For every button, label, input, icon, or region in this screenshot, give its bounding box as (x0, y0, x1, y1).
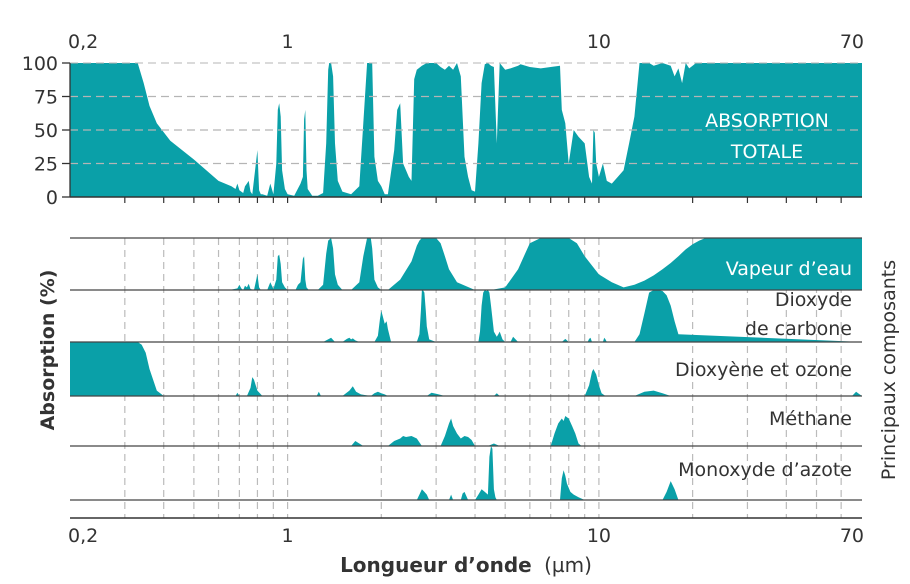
methane-area (70, 416, 862, 446)
top-y-tick-label: 75 (34, 87, 58, 109)
bottom-x-tick-label: 70 (840, 525, 864, 547)
y-axis-title: Absorption (%) (37, 270, 59, 431)
top-x-tick-label: 1 (282, 31, 294, 53)
top-y-tick-label: 50 (34, 120, 58, 142)
bottom-x-tick-label: 0,2 (68, 525, 98, 547)
top-x-axis-tick-labels: 0,2 1 10 70 (68, 31, 864, 53)
top-x-tick-label: 70 (840, 31, 864, 53)
top-x-tick-label: 0,2 (68, 31, 98, 53)
oxygen-ozone-area (70, 342, 862, 396)
x-axis-title-unit: (µm) (544, 553, 592, 577)
carbon-dioxide-area (70, 290, 862, 342)
top-y-tick-label: 25 (34, 154, 58, 176)
nitrous-oxide-label: Monoxyde d’azote (678, 459, 852, 481)
x-axis-title: Longueur d’onde (µm) (340, 553, 592, 577)
water-vapour-area (70, 238, 862, 290)
top-y-tick-label: 0 (46, 187, 58, 209)
oxygen-ozone-label: Dioxyène et ozone (675, 359, 852, 381)
carbon-dioxide-label-line1: Dioxyde (775, 289, 852, 311)
components-panel-gridlines (124, 238, 842, 518)
methane-label: Méthane (769, 408, 852, 430)
components-panel: Vapeur d’eau Dioxyde de carbone Dioxyène… (70, 237, 862, 518)
carbon-dioxide-label-line2: de carbone (745, 318, 852, 340)
bottom-x-tick-label: 1 (282, 525, 294, 547)
x-axis-title-text: Longueur d’onde (340, 553, 532, 577)
y-axis-right-title: Principaux composants (878, 260, 900, 480)
water-vapour-label: Vapeur d’eau (726, 258, 852, 280)
total-absorption-label-line1: ABSORPTION (705, 110, 829, 132)
total-absorption-panel: 0 25 50 75 100 ABSORPTION TOTALE (22, 53, 862, 209)
total-absorption-area (70, 63, 862, 197)
bottom-x-tick-label: 10 (587, 525, 611, 547)
top-y-axis-tick-labels: 0 25 50 75 100 (22, 53, 71, 209)
component-row-separators (70, 237, 862, 501)
top-panel-gridlines-over (70, 62, 862, 165)
total-absorption-label-line2: TOTALE (730, 141, 803, 163)
bottom-x-axis-tick-labels: 0,2 1 10 70 (68, 525, 864, 547)
top-x-tick-label: 10 (587, 31, 611, 53)
top-panel-axis-ticks (124, 197, 842, 203)
top-y-tick-label: 100 (22, 53, 58, 75)
